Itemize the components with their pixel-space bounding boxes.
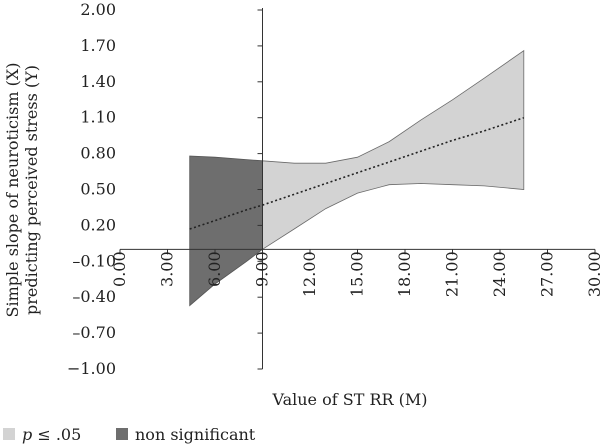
y-tick-label: 0.20 [80, 215, 116, 234]
legend-label-significant: p ≤ .05 [22, 425, 81, 444]
y-tick-label: 0.80 [80, 144, 116, 163]
y-axis-label-line-2: predicting perceived stress (Y) [22, 65, 41, 315]
legend-label-threshold: ≤ .05 [32, 425, 81, 444]
y-tick-label: 1.10 [80, 108, 116, 127]
x-tick-label: 15.00 [348, 251, 367, 297]
x-tick-label: 9.00 [253, 251, 272, 287]
x-tick-label: 3.00 [158, 251, 177, 287]
x-tick-label: 27.00 [538, 251, 557, 297]
significant-region [262, 49, 525, 251]
legend-label-non-significant: non significant [135, 425, 256, 444]
x-tick-label: 0.00 [110, 251, 129, 287]
estimate-line [189, 116, 525, 230]
y-tick-label: 2.00 [80, 0, 116, 19]
x-axis-label: Value of ST RR (M) [271, 390, 427, 409]
y-axis-label: Simple slope of neuroticism (X) predicti… [3, 63, 41, 318]
y-tick-label: –0.40 [72, 287, 116, 306]
x-tick-label: 21.00 [443, 251, 462, 297]
y-tick-label: −1.00 [67, 359, 116, 378]
y-tick-label: 0.50 [80, 180, 116, 199]
y-tick-label: 1.40 [80, 72, 116, 91]
legend-label-p: p [22, 425, 32, 444]
confidence-bands [189, 49, 525, 307]
y-tick-label: –0.10 [72, 251, 116, 270]
y-tick-labels: 2.00 1.70 1.40 1.10 0.80 0.50 0.20 –0.10 –0.40 –0… [67, 0, 116, 378]
x-tick-label: 24.00 [490, 251, 509, 297]
x-tick-label: 12.00 [300, 251, 319, 297]
x-tick-label: 6.00 [205, 251, 224, 287]
y-axis-label-line-1: Simple slope of neuroticism (X) [3, 63, 22, 318]
y-tick-label: –0.70 [72, 323, 116, 342]
legend-swatch-non-significant [116, 428, 128, 440]
x-tick-labels: 0.00 3.00 6.00 9.00 12.00 15.00 18.00 21.00 24.0… [110, 251, 600, 297]
x-tick-label: 30.00 [585, 251, 600, 297]
x-tick-label: 18.00 [395, 251, 414, 297]
y-tick-label: 1.70 [80, 36, 116, 55]
estimate-line-group [189, 116, 525, 230]
legend: p ≤ .05 non significant [3, 425, 256, 444]
legend-swatch-significant [3, 428, 15, 440]
axes [119, 8, 596, 370]
